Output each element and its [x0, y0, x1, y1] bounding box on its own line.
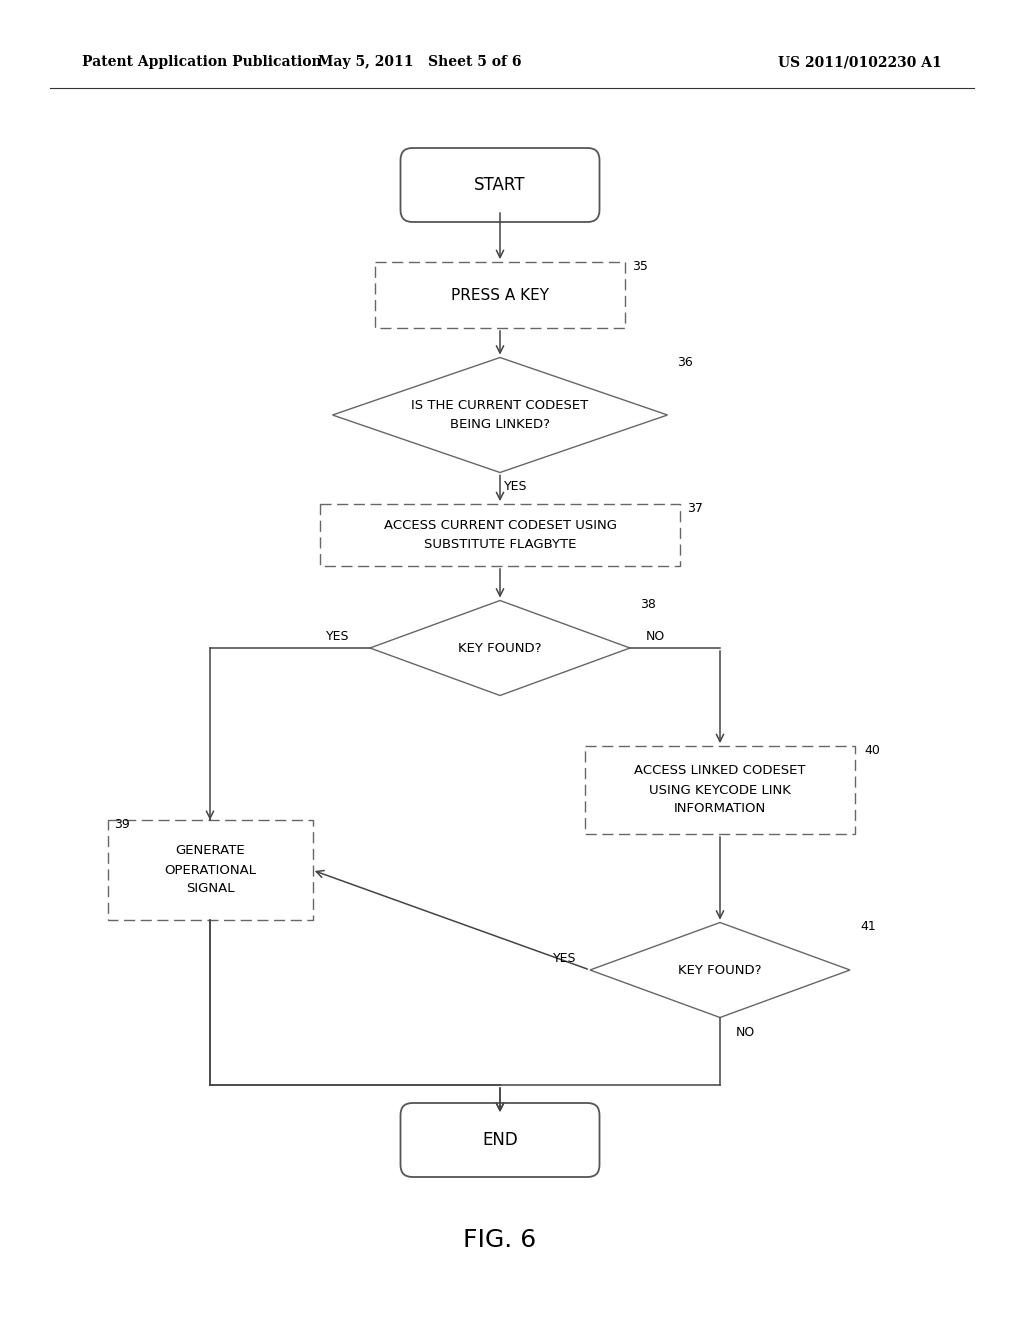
Text: YES: YES — [504, 480, 527, 494]
Text: 36: 36 — [677, 356, 693, 370]
Text: KEY FOUND?: KEY FOUND? — [678, 964, 762, 977]
Text: FIG. 6: FIG. 6 — [464, 1228, 537, 1251]
Text: START: START — [474, 176, 525, 194]
Polygon shape — [370, 601, 630, 696]
Text: May 5, 2011   Sheet 5 of 6: May 5, 2011 Sheet 5 of 6 — [318, 55, 522, 69]
Text: 35: 35 — [632, 260, 648, 273]
Text: US 2011/0102230 A1: US 2011/0102230 A1 — [778, 55, 942, 69]
Text: GENERATE
OPERATIONAL
SIGNAL: GENERATE OPERATIONAL SIGNAL — [164, 845, 256, 895]
Text: 38: 38 — [640, 598, 656, 611]
Text: 40: 40 — [864, 743, 880, 756]
Text: IS THE CURRENT CODESET
BEING LINKED?: IS THE CURRENT CODESET BEING LINKED? — [412, 399, 589, 432]
Text: YES: YES — [553, 952, 577, 965]
Polygon shape — [590, 923, 850, 1018]
Bar — [375, 261, 625, 327]
FancyBboxPatch shape — [400, 1104, 599, 1177]
Bar — [585, 746, 855, 834]
FancyBboxPatch shape — [400, 148, 599, 222]
Text: NO: NO — [645, 630, 665, 643]
Text: 39: 39 — [114, 818, 130, 832]
Text: KEY FOUND?: KEY FOUND? — [459, 642, 542, 655]
Text: NO: NO — [735, 1026, 755, 1039]
Text: END: END — [482, 1131, 518, 1148]
Bar — [319, 504, 680, 566]
Text: YES: YES — [327, 630, 350, 643]
Polygon shape — [333, 358, 668, 473]
Text: Patent Application Publication: Patent Application Publication — [82, 55, 322, 69]
Text: 37: 37 — [687, 503, 702, 516]
Text: 41: 41 — [860, 920, 876, 933]
Text: ACCESS LINKED CODESET
USING KEYCODE LINK
INFORMATION: ACCESS LINKED CODESET USING KEYCODE LINK… — [634, 764, 806, 816]
Bar — [108, 820, 312, 920]
Text: ACCESS CURRENT CODESET USING
SUBSTITUTE FLAGBYTE: ACCESS CURRENT CODESET USING SUBSTITUTE … — [384, 519, 616, 550]
Text: PRESS A KEY: PRESS A KEY — [451, 288, 549, 302]
